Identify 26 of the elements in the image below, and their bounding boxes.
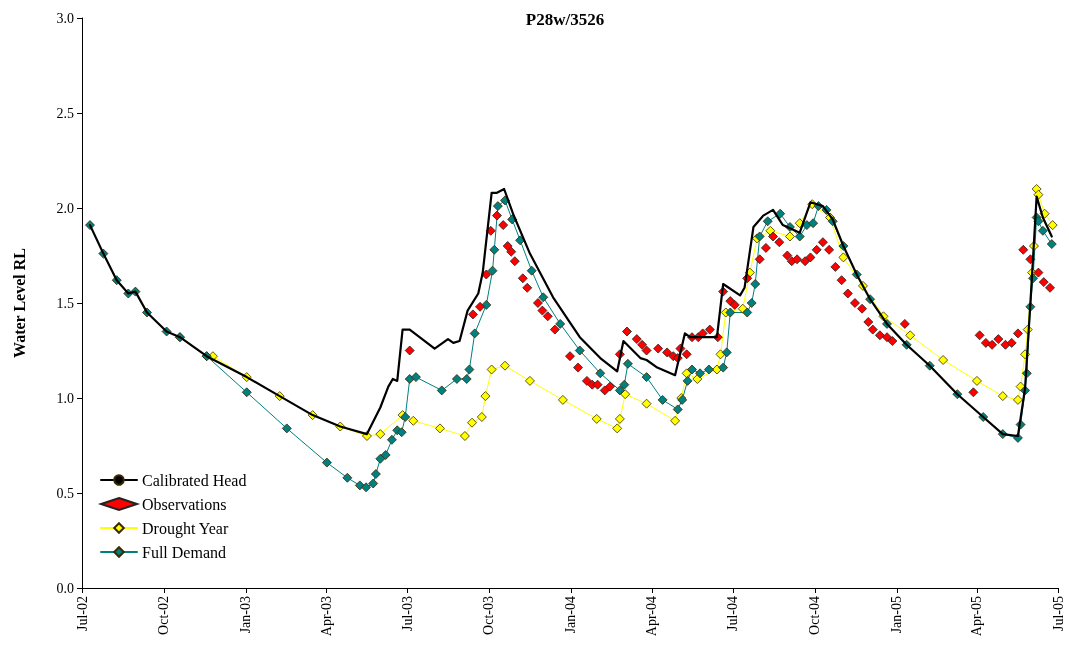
x-tick-label: Apr-04	[644, 596, 660, 637]
y-tick-label: 0.5	[56, 485, 74, 501]
y-axis-title: Water Level RL	[10, 248, 28, 358]
chart-title: P28w/3526	[525, 10, 605, 29]
x-tick-label: Jan-05	[889, 596, 905, 634]
y-tick-label: 2.0	[56, 200, 74, 216]
legend-label: Observations	[142, 495, 227, 513]
y-tick-label: 1.0	[56, 390, 74, 406]
x-tick-label: Apr-05	[969, 596, 985, 637]
x-tick-label: Oct-02	[156, 596, 172, 635]
legend-label: Full Demand	[142, 543, 226, 561]
x-tick-label: Jul-02	[74, 596, 90, 631]
x-tick-label: Jul-05	[1050, 596, 1066, 631]
x-tick-label: Jan-04	[563, 596, 579, 634]
legend-label: Drought Year	[142, 519, 229, 538]
y-tick-label: 3.0	[56, 10, 74, 26]
x-tick-label: Oct-03	[481, 596, 497, 635]
y-tick-label: 1.5	[56, 295, 74, 311]
x-tick-label: Jul-04	[725, 596, 741, 631]
x-tick-label: Jul-03	[399, 596, 415, 631]
x-tick-label: Apr-03	[318, 596, 334, 637]
y-tick-label: 0.0	[56, 580, 74, 596]
y-tick-label: 2.5	[56, 105, 74, 121]
legend-label: Calibrated Head	[142, 471, 247, 489]
x-tick-label: Jan-03	[238, 596, 254, 634]
x-tick-label: Oct-04	[807, 596, 823, 635]
